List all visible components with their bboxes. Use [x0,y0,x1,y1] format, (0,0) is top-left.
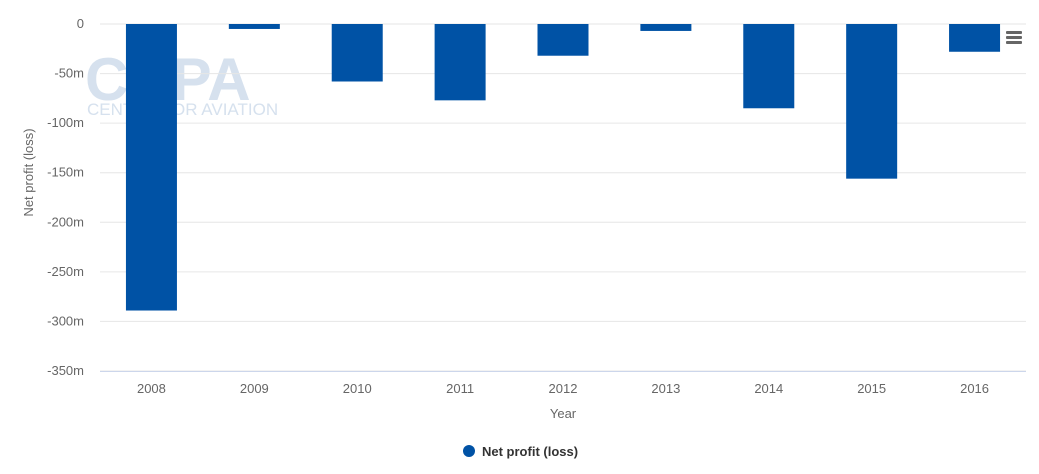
x-tick-label: 2013 [651,381,680,396]
x-tick-label: 2011 [446,381,474,396]
bar-2009[interactable] [228,24,280,29]
bars [125,24,1001,311]
x-tick-label: 2015 [857,381,886,396]
bar-2010[interactable] [331,24,383,82]
bar-2008[interactable] [125,24,177,311]
bar-2012[interactable] [537,24,589,56]
y-tick-label: -250m [47,264,84,279]
bar-2013[interactable] [640,24,692,31]
y-tick-label: -300m [47,313,84,328]
x-tick-label: 2010 [343,381,372,396]
y-tick-label: -100m [47,115,84,130]
y-tick-label: -150m [47,165,84,180]
bar-2015[interactable] [846,24,898,179]
x-tick-label: 2016 [960,381,989,396]
bar-2011[interactable] [434,24,486,101]
x-tick-label: 2014 [754,381,783,396]
capa-watermark: CAPA CENTRE FOR AVIATION [85,46,278,119]
y-axis-ticks: 0 -50m -100m -150m -200m -250m -300m -350m [47,16,84,378]
bar-2016[interactable] [949,24,1001,52]
hamburger-menu-icon[interactable] [1003,27,1027,47]
watermark-tagline: CENTRE FOR AVIATION [87,100,278,119]
y-tick-label: 0 [77,16,84,31]
x-tick-label: 2009 [240,381,269,396]
legend-item-label[interactable]: Net profit (loss) [482,444,578,459]
y-tick-label: -50m [54,66,84,81]
x-tick-label: 2008 [137,381,166,396]
y-tick-label: -200m [47,214,84,229]
x-tick-label: 2012 [549,381,578,396]
legend-marker [463,445,475,457]
x-axis-ticks: 2008 2009 2010 2011 2012 2013 2014 2015 2016 [137,381,989,396]
x-axis-title: Year [550,406,577,421]
legend[interactable]: Net profit (loss) [463,444,578,459]
y-tick-label: -350m [47,363,84,378]
bar-2014[interactable] [743,24,795,109]
y-axis-title: Net profit (loss) [21,128,36,216]
